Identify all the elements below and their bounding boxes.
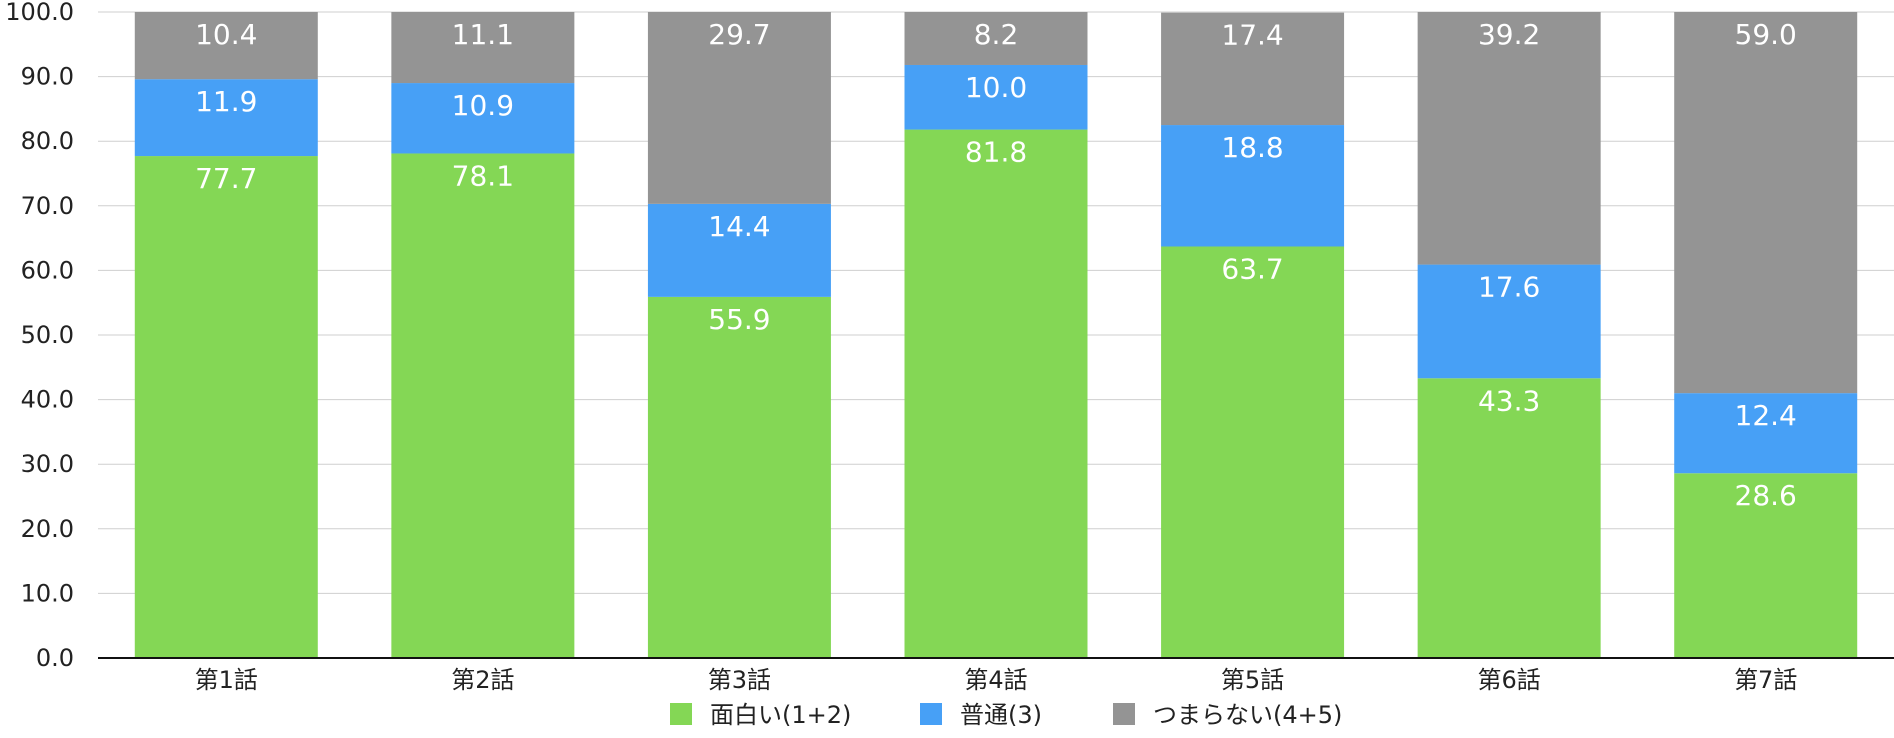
bar-segment: [1161, 246, 1345, 659]
data-label: 10.9: [452, 89, 514, 122]
bar-segment: [391, 83, 575, 154]
data-label: 17.4: [1221, 19, 1283, 52]
bar-segment: [134, 79, 318, 157]
bar-segment: [1674, 12, 1858, 394]
data-label: 77.7: [195, 162, 257, 195]
bar-segment: [391, 12, 575, 84]
y-tick-label: 70.0: [21, 192, 74, 220]
y-tick-label: 20.0: [21, 515, 74, 543]
bar-segment: [1674, 393, 1858, 474]
x-tick-label: 第3話: [708, 666, 771, 694]
x-tick-label: 第7話: [1734, 666, 1797, 694]
y-tick-label: 80.0: [21, 127, 74, 155]
bar-segment: [1674, 473, 1858, 658]
data-label: 12.4: [1735, 399, 1797, 432]
y-tick-label: 60.0: [21, 256, 74, 284]
data-label: 18.8: [1221, 131, 1283, 164]
data-label: 8.2: [974, 18, 1019, 51]
legend-swatch: [1113, 703, 1135, 725]
data-label: 11.9: [195, 85, 257, 118]
bar-segment: [1417, 378, 1601, 658]
legend-swatch: [670, 703, 692, 725]
y-tick-label: 40.0: [21, 386, 74, 414]
legend-label: 面白い(1+2): [710, 701, 851, 729]
data-label: 81.8: [965, 136, 1027, 169]
data-label: 78.1: [452, 159, 514, 192]
x-tick-label: 第6話: [1478, 666, 1541, 694]
data-label: 59.0: [1735, 18, 1797, 51]
data-label: 10.4: [195, 18, 257, 51]
bar-segment: [134, 156, 318, 659]
y-axis-ticks: 0.0 10.0 20.0 30.0 40.0 50.0 60.0 70.0 80.0 90.0 1…: [5, 0, 74, 672]
bar-segment: [647, 296, 831, 658]
data-label: 43.3: [1478, 384, 1540, 417]
bar-segment: [1161, 125, 1345, 247]
bar-segment: [1417, 264, 1601, 379]
data-label: 55.9: [708, 303, 770, 336]
data-labels: 77.7 11.9 10.4 78.1 10.9 11.1 55.9 14.4 29.7 81.8…: [195, 18, 1797, 512]
x-tick-label: 第4話: [964, 666, 1027, 694]
bar-segment: [134, 12, 318, 80]
y-tick-label: 10.0: [21, 579, 74, 607]
data-label: 39.2: [1478, 18, 1540, 51]
bar-segment: [904, 64, 1088, 130]
data-label: 63.7: [1221, 252, 1283, 285]
legend-label: つまらない(4+5): [1153, 701, 1342, 729]
legend-swatch: [920, 703, 942, 725]
data-label: 29.7: [708, 18, 770, 51]
x-tick-label: 第5話: [1221, 666, 1284, 694]
data-label: 28.6: [1735, 479, 1797, 512]
y-tick-label: 50.0: [21, 321, 74, 349]
bar-segment: [647, 203, 831, 297]
legend: 面白い(1+2) 普通(3) つまらない(4+5): [670, 701, 1342, 729]
y-tick-label: 30.0: [21, 450, 74, 478]
x-tick-label: 第2話: [451, 666, 514, 694]
y-tick-label: 0.0: [36, 644, 74, 672]
data-label: 10.0: [965, 71, 1027, 104]
legend-label: 普通(3): [960, 701, 1042, 729]
data-label: 17.6: [1478, 271, 1540, 304]
bar-segment: [391, 153, 575, 658]
y-tick-label: 100.0: [5, 0, 74, 26]
x-axis-ticks: 第1話 第2話 第3話 第4話 第5話 第6話 第7話: [195, 666, 1798, 694]
data-label: 11.1: [452, 18, 514, 51]
bar-segment: [904, 129, 1088, 658]
bar-segment: [1161, 12, 1345, 126]
data-label: 14.4: [708, 210, 770, 243]
bar-segment: [904, 12, 1088, 65]
y-tick-label: 90.0: [21, 63, 74, 91]
bar-segment: [647, 12, 831, 204]
x-tick-label: 第1話: [195, 666, 258, 694]
bars: [134, 12, 1858, 659]
bar-segment: [1417, 12, 1601, 265]
